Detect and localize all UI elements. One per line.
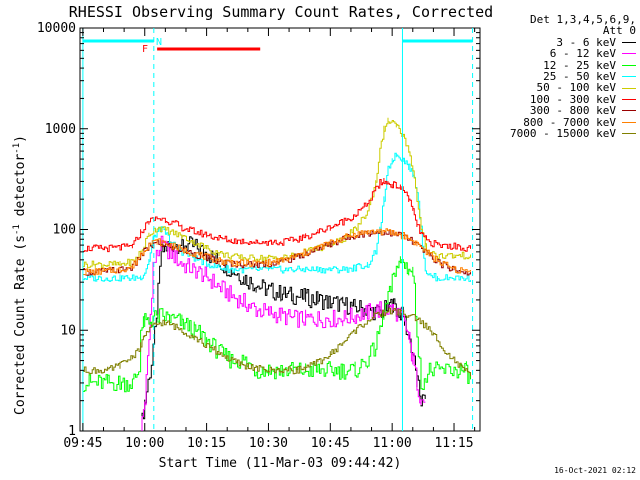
x-tick-label: 11:15 <box>434 436 473 451</box>
series-line-7000-15000-kev-kev <box>82 307 471 377</box>
legend-entry-25-50-kev-kev: 25 - 50 keV <box>478 71 636 82</box>
x-tick-label: 10:15 <box>187 436 226 451</box>
x-tick-label: 10:00 <box>125 436 164 451</box>
plot-area <box>79 27 481 432</box>
legend-header-line-1: Det 1,3,4,5,6,9, <box>530 13 636 26</box>
x-tick-label: 10:45 <box>311 436 350 451</box>
legend-label: 7000 - 15000 keV <box>510 127 616 141</box>
legend-swatch <box>622 76 636 78</box>
legend: Det 1,3,4,5,6,9, Att 0 3 - 6 keV 6 - 12 k… <box>478 14 636 139</box>
footer-timestamp: 16-Oct-2021 02:12 <box>554 466 636 475</box>
legend-swatch <box>622 42 636 44</box>
legend-entry-100-300-kev-kev: 100 - 300 keV <box>478 92 636 106</box>
legend-entry-12-25-kev-kev: 12 - 25 keV <box>478 58 636 72</box>
series-line-50-100-kev-kev <box>82 117 471 269</box>
legend-label: 25 - 50 keV <box>543 70 616 84</box>
flag-f-label: F <box>142 44 148 55</box>
legend-swatch <box>622 133 636 135</box>
x-tick-label: 09:45 <box>63 436 102 451</box>
y-tick-label: 1 <box>68 424 76 439</box>
legend-label: 12 - 25 keV <box>543 58 616 72</box>
y-tick-label: 1000 <box>45 122 76 137</box>
legend-swatch <box>622 121 636 123</box>
legend-entry-7000-15000-kev-kev: 7000 - 15000 keV <box>478 128 636 139</box>
chart-title: RHESSI Observing Summary Count Rates, Co… <box>69 3 493 21</box>
x-tick-label: 10:30 <box>249 436 288 451</box>
legend-entry-800-7000-kev-kev: 800 - 7000 keV <box>478 115 636 129</box>
legend-entry-300-800-kev-kev: 300 - 800 keV <box>478 104 636 118</box>
legend-entry-50-100-kev-kev: 50 - 100 keV <box>478 81 636 95</box>
series-line-800-7000-kev-kev <box>82 228 471 276</box>
x-axis-label: Start Time (11-Mar-03 09:44:42) <box>159 456 402 471</box>
legend-label: 300 - 800 keV <box>529 104 616 118</box>
legend-swatch <box>622 99 636 101</box>
y-tick-label: 10000 <box>37 21 76 36</box>
y-tick-label: 100 <box>53 223 76 238</box>
x-tick-label: 11:00 <box>373 436 412 451</box>
legend-swatch <box>622 64 636 66</box>
legend-entry-3-6-kev-kev: 3 - 6 keV <box>478 35 636 49</box>
legend-swatch <box>622 110 636 112</box>
series-line-100-300-kev-kev <box>82 178 471 253</box>
legend-entry-6-12-kev-kev: 6 - 12 keV <box>478 47 636 61</box>
legend-swatch <box>622 87 636 89</box>
y-axis-label: Corrected Count Rate (s-1 detector-1) <box>12 135 28 415</box>
legend-label: 100 - 300 keV <box>529 92 616 106</box>
legend-label: 3 - 6 keV <box>556 35 616 49</box>
legend-header-line-2: Att 0 <box>602 24 636 38</box>
legend-label: 50 - 100 keV <box>536 81 616 95</box>
y-tick-label: 10 <box>60 323 76 338</box>
flag-n-label: N <box>156 37 162 48</box>
legend-label: 800 - 7000 keV <box>523 115 616 129</box>
legend-label: 6 - 12 keV <box>549 47 616 61</box>
y-axis-ticks: 1 10 100 1000 10000 <box>37 21 480 439</box>
series-line-6-12-kev-kev <box>141 235 426 431</box>
x-axis-ticks: 09:45 10:00 10:15 10:30 10:45 11:00 11:15 <box>63 28 476 451</box>
series-line-25-50-kev-kev <box>82 152 471 282</box>
legend-swatch <box>622 53 636 55</box>
